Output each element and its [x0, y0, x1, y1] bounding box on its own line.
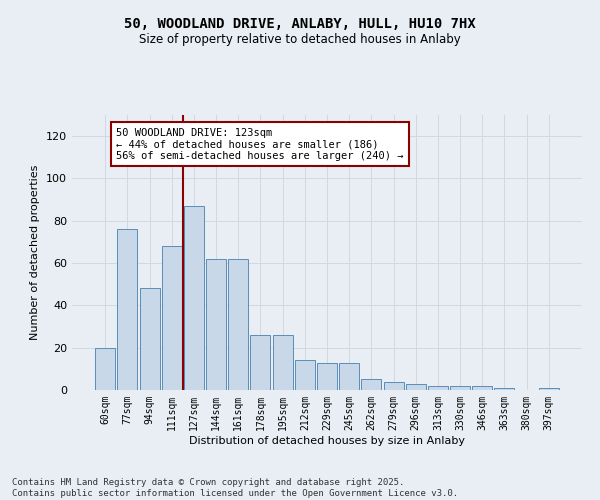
Text: 50 WOODLAND DRIVE: 123sqm
← 44% of detached houses are smaller (186)
56% of semi: 50 WOODLAND DRIVE: 123sqm ← 44% of detac…: [116, 128, 404, 161]
Bar: [140, 288, 160, 390]
Text: Contains HM Land Registry data © Crown copyright and database right 2025.
Contai: Contains HM Land Registry data © Crown c…: [12, 478, 458, 498]
Bar: [95, 348, 115, 390]
X-axis label: Distribution of detached houses by size in Anlaby: Distribution of detached houses by size …: [189, 436, 465, 446]
Bar: [383, 382, 404, 390]
Bar: [450, 386, 470, 390]
Bar: [472, 386, 492, 390]
Bar: [539, 388, 559, 390]
Bar: [272, 335, 293, 390]
Bar: [428, 386, 448, 390]
Bar: [317, 362, 337, 390]
Bar: [162, 246, 182, 390]
Bar: [339, 362, 359, 390]
Text: Size of property relative to detached houses in Anlaby: Size of property relative to detached ho…: [139, 32, 461, 46]
Bar: [184, 206, 204, 390]
Bar: [361, 380, 382, 390]
Bar: [494, 388, 514, 390]
Bar: [118, 229, 137, 390]
Bar: [228, 259, 248, 390]
Bar: [206, 259, 226, 390]
Text: 50, WOODLAND DRIVE, ANLABY, HULL, HU10 7HX: 50, WOODLAND DRIVE, ANLABY, HULL, HU10 7…: [124, 18, 476, 32]
Y-axis label: Number of detached properties: Number of detached properties: [31, 165, 40, 340]
Bar: [295, 360, 315, 390]
Bar: [250, 335, 271, 390]
Bar: [406, 384, 426, 390]
